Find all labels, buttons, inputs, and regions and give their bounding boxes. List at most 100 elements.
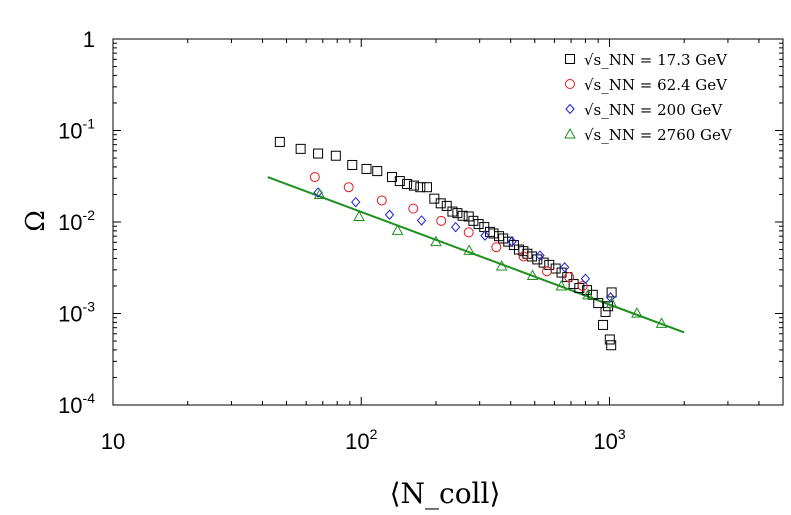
x-tick-label: 102 (345, 426, 377, 454)
data-point (313, 148, 324, 159)
data-point (408, 180, 419, 191)
data-point (430, 235, 442, 247)
y-tick-label: 10-3 (58, 299, 95, 327)
data-point (518, 246, 529, 257)
data-point (541, 266, 552, 277)
data-point (544, 259, 555, 270)
data-point (526, 269, 539, 281)
tick-labels: 1 10-1 10-2 10-3 10-410 102 103 (58, 27, 626, 454)
data-point (353, 210, 365, 221)
y-axis-label: Ω (21, 210, 51, 232)
data-point (351, 196, 361, 208)
data-point (560, 262, 570, 273)
data-point (313, 188, 326, 199)
data-point (330, 150, 341, 161)
data-point (580, 273, 591, 284)
legend-label: √s_NN = 17.3 GeV (584, 51, 728, 69)
series-3 (313, 187, 616, 303)
data-point (518, 251, 529, 262)
fit-line-segment (267, 176, 685, 334)
legend-label: √s_NN = 200 GeV (584, 101, 723, 119)
legend: √s_NN = 17.3 GeV √s_NN = 62.4 GeV √s_NN = … (564, 51, 733, 144)
data-point (491, 242, 502, 253)
data-point (598, 319, 609, 330)
data-point (347, 159, 358, 170)
data-point (415, 182, 426, 193)
data-point (655, 317, 668, 328)
data-point (604, 334, 615, 345)
legend-marker (565, 54, 575, 64)
data-point (582, 288, 594, 300)
series-1 (274, 136, 617, 351)
legend-item: √s_NN = 200 GeV (565, 101, 723, 119)
axes (112, 38, 784, 406)
data-point (568, 279, 579, 290)
y-tick-label: 1 (83, 27, 95, 52)
data-point (468, 215, 479, 226)
x-tick-label: 103 (593, 426, 625, 454)
legend-label: √s_NN = 62.4 GeV (584, 76, 728, 94)
data-point (384, 209, 395, 221)
data-point (274, 136, 285, 147)
data-point (600, 306, 611, 317)
legend-marker (565, 103, 575, 115)
data-point (452, 208, 463, 219)
data-point (532, 254, 543, 265)
data-points (274, 136, 668, 351)
data-point (605, 292, 616, 303)
data-point (391, 224, 404, 235)
data-point (606, 287, 617, 298)
data-point (574, 282, 585, 293)
data-point (480, 230, 490, 241)
data-point (535, 250, 545, 261)
data-point (503, 236, 514, 247)
data-point (436, 215, 447, 226)
data-point (507, 236, 517, 247)
data-point (450, 221, 461, 233)
data-point (473, 219, 484, 230)
data-point (402, 179, 413, 190)
data-point (309, 172, 320, 183)
data-point (498, 233, 509, 244)
x-axis-label: ⟨N_coll⟩ (390, 477, 501, 510)
data-point (577, 280, 588, 291)
data-point (593, 298, 604, 309)
data-point (631, 307, 643, 318)
y-tick-label: 10-2 (58, 207, 95, 235)
data-point (435, 198, 446, 209)
data-point (372, 166, 383, 177)
legend-label: √s_NN = 2760 GeV (584, 126, 733, 144)
data-point (463, 244, 475, 255)
x-tick-label: 10 (101, 429, 125, 454)
legend-item: √s_NN = 17.3 GeV (565, 51, 728, 69)
data-point (295, 143, 306, 154)
y-tick-label: 10-4 (58, 390, 95, 418)
data-point (441, 200, 452, 211)
data-point (488, 228, 499, 239)
series-2 (309, 172, 588, 291)
data-point (555, 279, 568, 291)
legend-marker (564, 127, 576, 139)
legend-marker (565, 79, 575, 89)
legend-item: √s_NN = 62.4 GeV (565, 76, 728, 94)
data-point (538, 257, 549, 268)
data-point (408, 203, 419, 214)
data-point (457, 210, 468, 221)
series-4 (313, 188, 668, 328)
data-point (564, 272, 575, 283)
data-point (421, 182, 432, 193)
data-point (394, 176, 405, 187)
data-point (603, 301, 614, 312)
data-point (343, 182, 354, 193)
data-point (463, 227, 474, 238)
data-point (361, 163, 372, 174)
fit-line (267, 176, 685, 334)
legend-item: √s_NN = 2760 GeV (564, 126, 733, 144)
data-point (416, 215, 427, 226)
data-point (376, 195, 387, 206)
y-tick-label: 10-1 (58, 116, 95, 144)
data-point (495, 260, 508, 271)
data-point (605, 297, 618, 308)
data-point (606, 340, 617, 351)
